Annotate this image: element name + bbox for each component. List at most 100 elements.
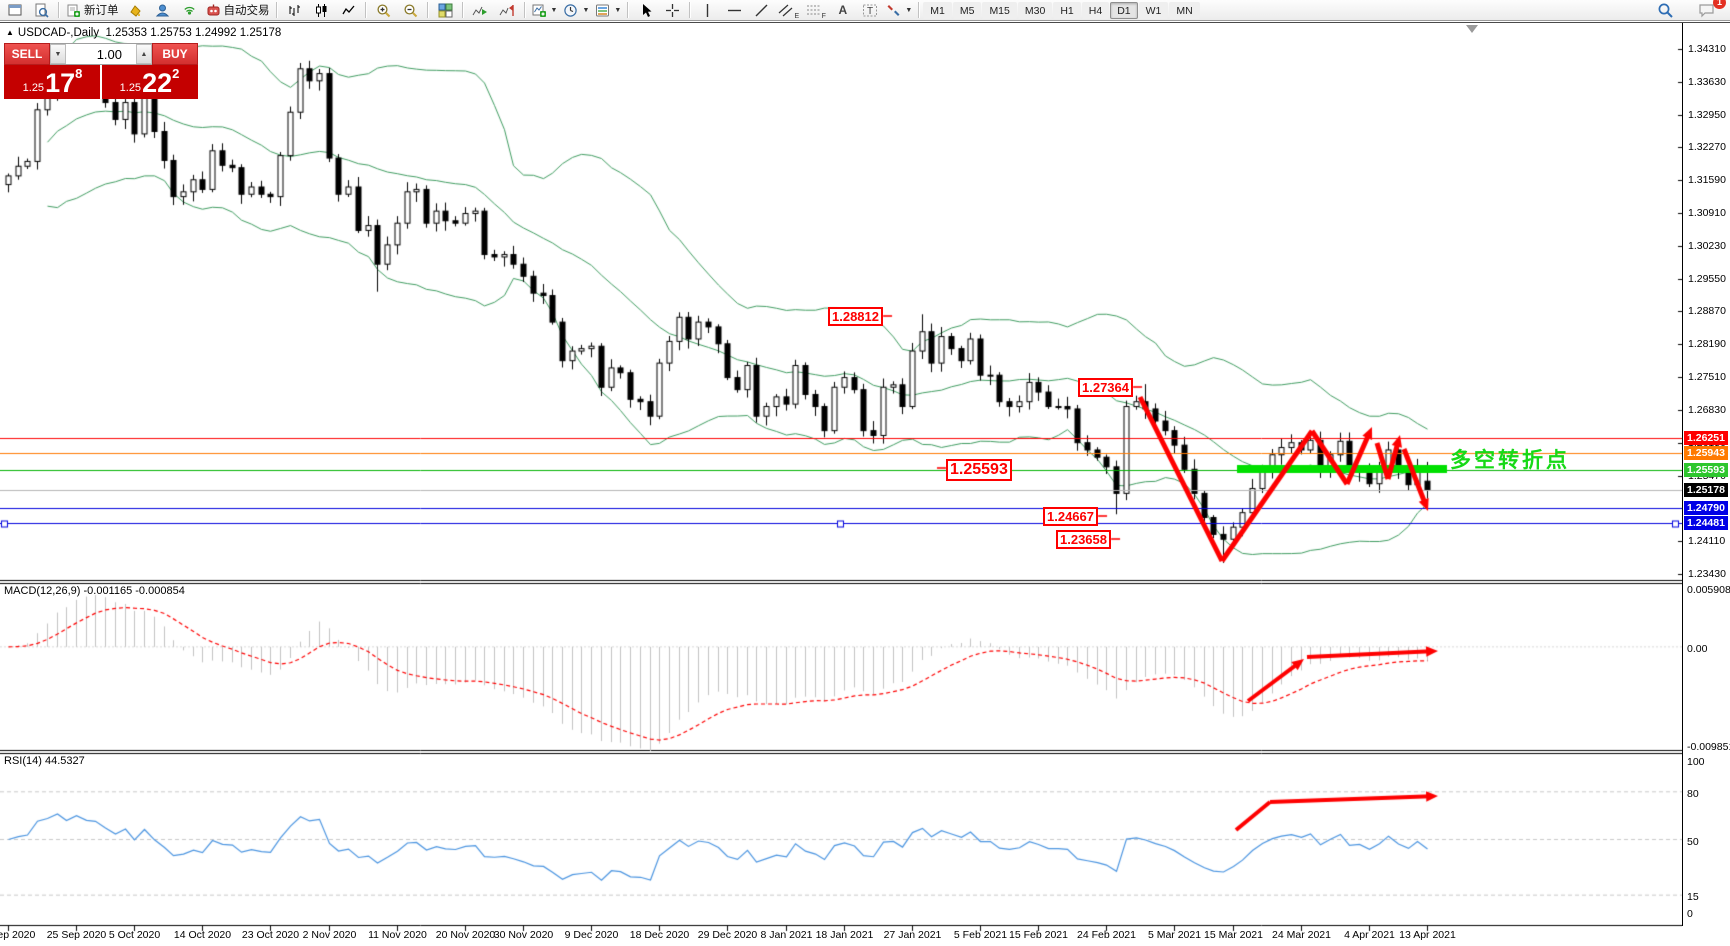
timeframe-h1-button[interactable]: H1: [1053, 1, 1081, 19]
macd-tick-label: 0.00: [1687, 642, 1708, 655]
price-annotation-tag[interactable]: 1.23658: [1056, 530, 1111, 549]
tile-windows-icon[interactable]: [432, 0, 459, 21]
text-label-tool-icon[interactable]: T: [856, 0, 883, 21]
timeframe-m30-button[interactable]: M30: [1017, 1, 1053, 19]
horizontal-line-tool-icon[interactable]: [721, 0, 748, 21]
symbol-period-label: USDCAD-,Daily: [17, 27, 100, 39]
toolbar-separator: [689, 2, 692, 18]
chart-canvas[interactable]: [0, 23, 1682, 946]
toolbar-separator: [58, 2, 60, 18]
bid-price-big: 17: [45, 68, 76, 98]
bid-price[interactable]: 1.25 17 8: [4, 65, 101, 99]
timeframe-h4-button[interactable]: H4: [1081, 1, 1110, 19]
periods-button[interactable]: ▼: [560, 0, 592, 21]
vertical-line-tool-icon[interactable]: [694, 0, 721, 21]
chart-shift-marker[interactable]: [1466, 25, 1478, 33]
toolbar-separator: [627, 2, 630, 18]
timeframe-m15-button[interactable]: M15: [982, 1, 1017, 19]
equidistant-channel-tool-icon[interactable]: E: [775, 0, 802, 21]
cursor-tool-icon[interactable]: [632, 0, 659, 21]
x-axis-date-label: 25 Sep 2020: [46, 929, 107, 941]
crosshair-tool-icon[interactable]: [659, 0, 686, 21]
bar-chart-icon[interactable]: [281, 0, 308, 21]
x-axis-date-label: 15 Feb 2021: [1009, 929, 1068, 941]
zoom-out-icon[interactable]: [397, 0, 424, 21]
candlestick-chart-icon[interactable]: [308, 0, 335, 21]
notifications-icon[interactable]: 1: [1693, 0, 1726, 21]
line-chart-icon[interactable]: [335, 0, 362, 21]
turning-point-annotation[interactable]: 多空转折点: [1450, 449, 1570, 472]
channel-sub-label: E: [794, 12, 800, 20]
timeframe-mn-button[interactable]: MN: [1169, 1, 1200, 19]
price-line-label: 1.26251: [1684, 430, 1728, 445]
macd-tick-label: -0.009851: [1687, 741, 1730, 753]
price-tick-label: 1.27510: [1688, 371, 1726, 384]
auto-scroll-icon[interactable]: [467, 0, 494, 21]
one-click-trading-panel: SELL ▼ 1.00 ▲ BUY 1.25 17 8 1.25 22 2: [4, 43, 198, 99]
ask-price[interactable]: 1.25 22 2: [101, 65, 198, 99]
chevron-down-icon: ▼: [614, 6, 622, 14]
x-axis-date-label: 5 Oct 2020: [108, 929, 161, 941]
volume-input[interactable]: 1.00: [66, 44, 136, 64]
price-annotation-tag[interactable]: 1.25593: [946, 459, 1012, 481]
price-tick-label: 1.31590: [1688, 174, 1726, 187]
chevron-down-icon: ▼: [582, 6, 590, 14]
buy-button[interactable]: BUY: [152, 43, 198, 65]
collapse-marker-icon[interactable]: ▲: [6, 28, 14, 37]
fibonacci-sub-label: F: [821, 12, 826, 20]
rsi-tick-label: 80: [1687, 787, 1699, 800]
fibonacci-tool-icon[interactable]: F: [802, 0, 829, 21]
x-axis-date-label: 5 Mar 2021: [1147, 929, 1202, 941]
price-annotation-tag[interactable]: 1.27364: [1078, 378, 1133, 397]
indicators-add-button[interactable]: ▼: [529, 0, 561, 21]
x-axis-date-label: 29 Dec 2020: [697, 929, 758, 941]
volume-decrease-button[interactable]: ▼: [50, 44, 66, 64]
auto-trading-button[interactable]: 自动交易: [203, 0, 273, 21]
price-tick-label: 1.24110: [1688, 535, 1726, 548]
text-tool-icon[interactable]: A: [829, 0, 856, 21]
x-axis-date-label: 24 Mar 2021: [1272, 929, 1331, 941]
price-tick-label: 1.28190: [1688, 338, 1726, 351]
ask-price-sup: 2: [172, 66, 180, 81]
chart-shift-icon[interactable]: [494, 0, 521, 21]
x-axis-date-label: 20 Nov 2020: [435, 929, 496, 941]
x-axis-date-label: 4 Apr 2021: [1344, 929, 1395, 941]
volume-increase-button[interactable]: ▲: [136, 44, 152, 64]
toolbar-separator: [461, 2, 464, 18]
price-annotation-tag[interactable]: 1.24667: [1043, 507, 1098, 526]
price-line-label: 1.24481: [1684, 516, 1728, 531]
sell-button[interactable]: SELL: [4, 43, 50, 65]
x-axis-date-label: 18 Jan 2021: [815, 929, 874, 941]
trendline-tool-icon[interactable]: [748, 0, 775, 21]
x-axis-date-label: 27 Jan 2021: [883, 929, 942, 941]
timeframe-m1-button[interactable]: M1: [923, 1, 952, 19]
notification-badge: 1: [1713, 0, 1726, 9]
toolbar-right: 1: [1652, 0, 1730, 21]
price-line-label: 1.25178: [1684, 482, 1728, 497]
timeframe-m5-button[interactable]: M5: [952, 1, 982, 19]
price-line-label: 1.25943: [1684, 445, 1728, 460]
x-axis-date-label: 24 Feb 2021: [1077, 929, 1136, 941]
window-menu-icon[interactable]: [1, 0, 28, 21]
arrows-tool-button[interactable]: ▼: [883, 0, 915, 21]
signals-icon[interactable]: [176, 0, 203, 21]
price-line-label: 1.24790: [1684, 501, 1728, 516]
zoom-in-icon[interactable]: [370, 0, 397, 21]
print-preview-icon[interactable]: [28, 0, 55, 21]
price-annotation-tag[interactable]: 1.28812: [828, 307, 883, 326]
styler-bucket-icon[interactable]: [122, 0, 149, 21]
x-axis-date-label: 6 Sep 2020: [0, 929, 36, 941]
new-order-button[interactable]: 新订单: [63, 0, 122, 21]
price-tick-label: 1.29550: [1688, 272, 1726, 285]
price-axis[interactable]: 1.34310 1.33630 1.32950 1.32270 1.31590 1.309…: [1682, 23, 1730, 926]
price-tick-label: 1.34310: [1688, 43, 1726, 55]
search-icon[interactable]: [1652, 0, 1679, 21]
bid-ask-display: 1.25 17 8 1.25 22 2: [4, 65, 198, 99]
volume-stepper: ▼ 1.00 ▲: [50, 43, 152, 65]
trade-account-icon[interactable]: [149, 0, 176, 21]
bid-price-small: 1.25: [22, 82, 45, 94]
timeframe-d1-button[interactable]: D1: [1110, 1, 1138, 19]
x-axis-date-label: 18 Dec 2020: [629, 929, 690, 941]
templates-button[interactable]: ▼: [592, 0, 624, 21]
timeframe-w1-button[interactable]: W1: [1138, 1, 1169, 19]
